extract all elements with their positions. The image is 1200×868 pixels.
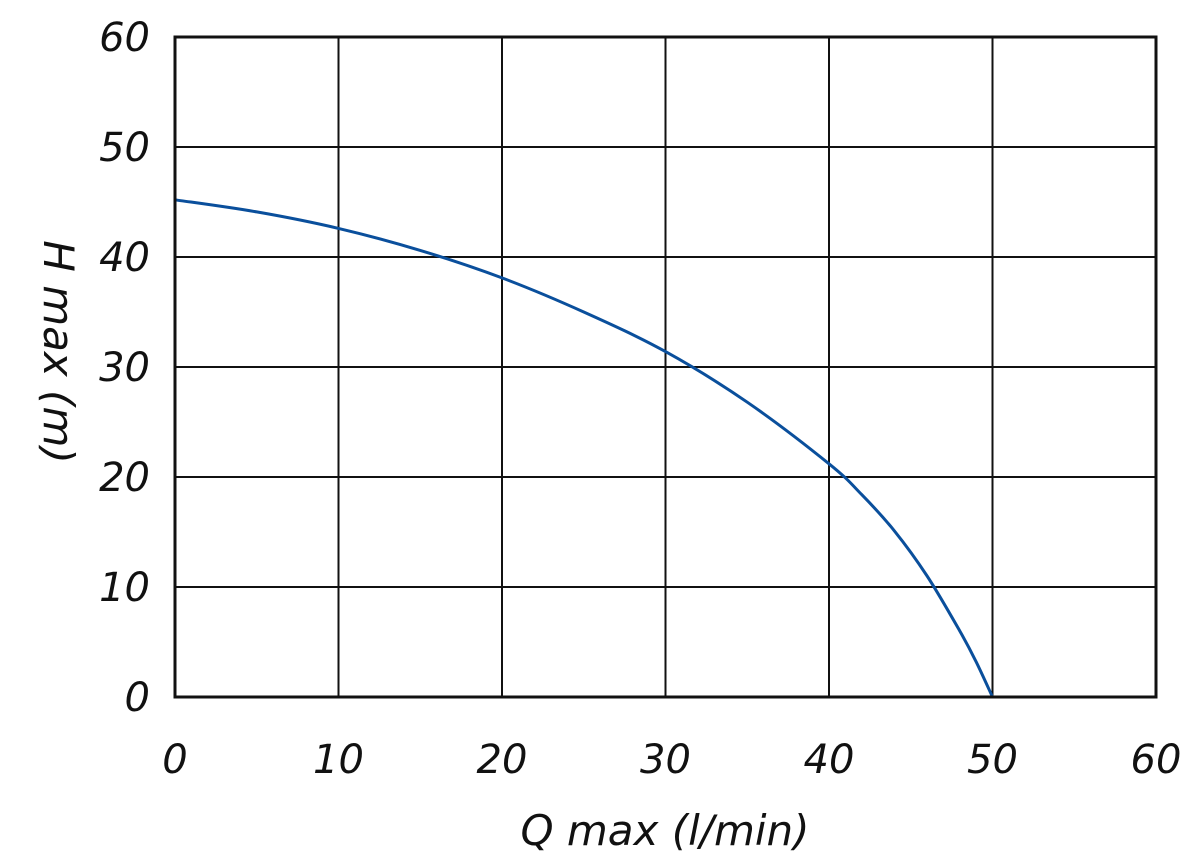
y-tick-label: 20 <box>99 455 150 501</box>
x-tick-label: 10 <box>313 737 364 783</box>
y-tick-label: 50 <box>99 125 150 171</box>
x-tick-label: 30 <box>640 737 691 783</box>
y-tick-label: 30 <box>99 345 150 391</box>
x-tick-label: 50 <box>967 737 1018 783</box>
y-axis-label: H max (m) <box>34 240 83 463</box>
x-tick-label: 0 <box>162 737 187 783</box>
y-tick-label: 10 <box>99 565 150 611</box>
x-tick-label: 40 <box>804 737 855 783</box>
y-tick-label: 60 <box>99 15 150 61</box>
pump-curve-line <box>173 198 994 699</box>
x-tick-label: 20 <box>477 737 528 783</box>
plot-frame <box>173 35 1158 699</box>
grid <box>175 37 1156 697</box>
y-tick-label: 40 <box>99 235 150 281</box>
y-tick-label: 0 <box>125 675 150 721</box>
x-axis-label: Q max (l/min) <box>520 806 809 855</box>
series-layer <box>173 198 994 699</box>
x-tick-label: 60 <box>1131 737 1182 783</box>
y-tick-labels: 0 10 20 30 40 50 60 <box>99 15 150 721</box>
x-tick-labels: 0 10 20 30 40 50 60 <box>162 737 1181 783</box>
